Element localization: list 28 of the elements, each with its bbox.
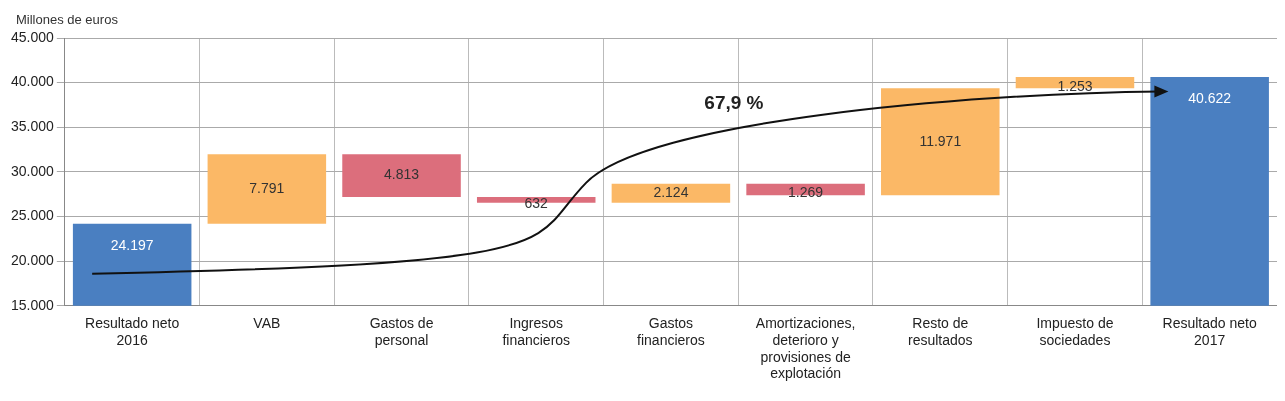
- data-label: 2.124: [653, 184, 689, 201]
- data-label: 4.813: [384, 166, 420, 183]
- y-tick-label: 20.000: [10, 252, 55, 269]
- y-tick-label: 15.000: [10, 296, 55, 313]
- y-tick-label: 35.000: [10, 118, 55, 135]
- y-axis-title: Millones de euros: [16, 11, 119, 27]
- data-label: 24.197: [110, 236, 154, 253]
- bar: [881, 88, 1000, 196]
- bar: [207, 154, 327, 224]
- bar: [611, 183, 731, 203]
- x-tick-label: Resto de resultados: [907, 315, 973, 348]
- data-label: 40.622: [1188, 89, 1232, 106]
- y-tick-label: 45.000: [10, 28, 55, 45]
- x-tick-label: Gastos financieros: [637, 315, 705, 348]
- x-tick-label: VAB: [253, 315, 281, 332]
- data-label: 11.971: [919, 132, 962, 149]
- y-tick-label: 40.000: [10, 73, 55, 90]
- y-tick-label: 30.000: [10, 162, 55, 179]
- x-tick-label: Ingresos financieros: [502, 315, 571, 348]
- data-label: 7.791: [249, 179, 285, 196]
- x-tick-label: Gastos de personal: [369, 315, 434, 348]
- bar: [342, 154, 461, 198]
- x-tick-label: Resultado neto 2017: [1162, 315, 1257, 348]
- annotation: 67,9 %: [704, 91, 764, 113]
- x-tick-label: Resultado neto 2016: [85, 315, 180, 348]
- x-tick-label: Amortizaciones, deterioro y provisiones de explotación: [755, 315, 856, 382]
- y-tick-label: 25.000: [10, 207, 55, 224]
- x-tick-label: Impuesto de sociedades: [1036, 315, 1114, 348]
